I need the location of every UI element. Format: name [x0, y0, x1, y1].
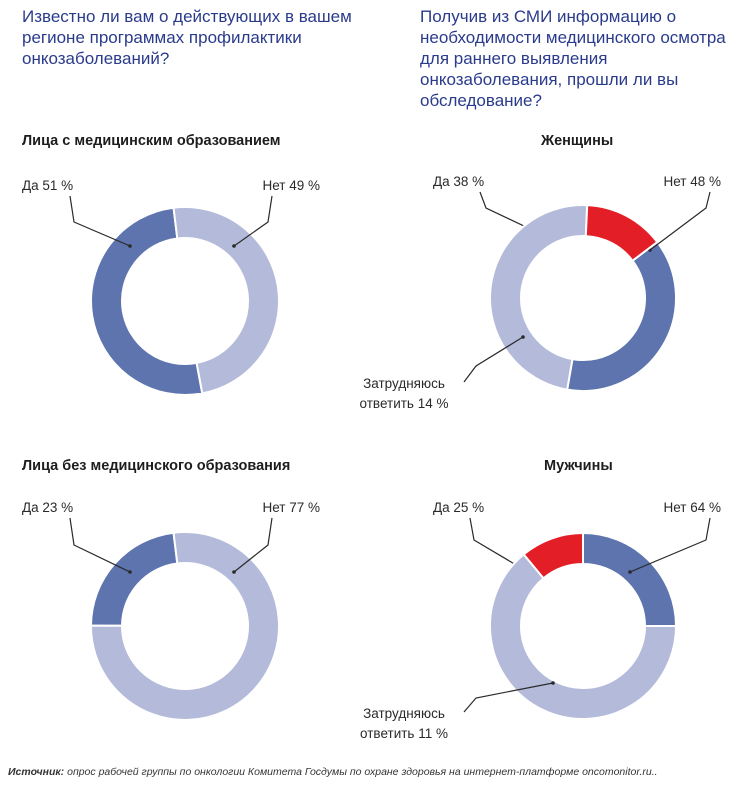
leader-dot-hard — [521, 335, 525, 339]
slice-no — [489, 552, 678, 720]
leader-line-no — [629, 517, 711, 573]
slice-yes — [89, 531, 179, 627]
donut-chart-2: Да 23 % Нет 77 % — [22, 500, 320, 721]
donut-chart-3: Да 38 % Нет 48 % Затрудняюсь ответить 14 % — [360, 174, 721, 411]
leader-dot-yes — [128, 244, 132, 248]
chart-title-nonmedical: Лица без медицинского образования — [22, 458, 291, 474]
slice-no — [90, 531, 280, 721]
leader-line-yes — [469, 517, 529, 573]
leader-line-no — [233, 517, 273, 573]
label-no: Нет 48 % — [663, 174, 721, 189]
chart-title-women: Женщины — [541, 133, 614, 149]
slice-no — [172, 206, 280, 395]
leader-line-yes — [69, 517, 131, 573]
leader-dot-yes — [128, 570, 132, 574]
leader-dot-no — [232, 244, 236, 248]
question-left: Известно ли вам о действующих в вашем ре… — [22, 7, 352, 68]
label-hard: Затрудняюсь ответить 14 % — [360, 376, 449, 411]
label-no: Нет 64 % — [663, 500, 721, 515]
leader-line-no — [233, 195, 273, 247]
chart-title-men: Мужчины — [544, 458, 613, 474]
donut-chart-4: Да 25 % Нет 64 % Затрудняюсь ответить 11 % — [360, 500, 721, 741]
source-note: Источник: опрос рабочей группы по онколо… — [8, 766, 658, 778]
label-yes: Да 25 % — [433, 500, 484, 515]
label-no: Нет 49 % — [262, 178, 320, 193]
slice-yes — [90, 206, 204, 396]
slice-yes — [582, 531, 678, 627]
leader-dot-no — [628, 570, 632, 574]
leader-line-no — [649, 191, 711, 251]
label-no: Нет 77 % — [262, 500, 320, 515]
slice-no — [489, 204, 589, 391]
chart-title-medical: Лица с медицинским образованием — [22, 133, 281, 149]
source-text: опрос рабочей группы по онкологии Комите… — [64, 766, 658, 778]
slice-yes — [566, 240, 677, 392]
label-yes: Да 38 % — [433, 174, 484, 189]
donut-chart-1: Да 51 % Нет 49 % — [22, 178, 320, 396]
leader-dot-no — [232, 570, 236, 574]
leader-dot-hard — [551, 681, 555, 685]
leader-line-hard — [463, 682, 554, 713]
leader-line-yes — [69, 195, 131, 247]
question-right: Получив из СМИ информацию о необходимост… — [420, 7, 726, 110]
label-hard: Затрудняюсь ответить 11 % — [360, 706, 448, 741]
source-label: Источник: — [8, 766, 65, 778]
slice-hard — [584, 204, 659, 263]
label-yes: Да 51 % — [22, 178, 73, 193]
label-yes: Да 23 % — [22, 500, 73, 515]
slice-hard — [522, 531, 584, 580]
leader-line-hard — [463, 336, 524, 383]
